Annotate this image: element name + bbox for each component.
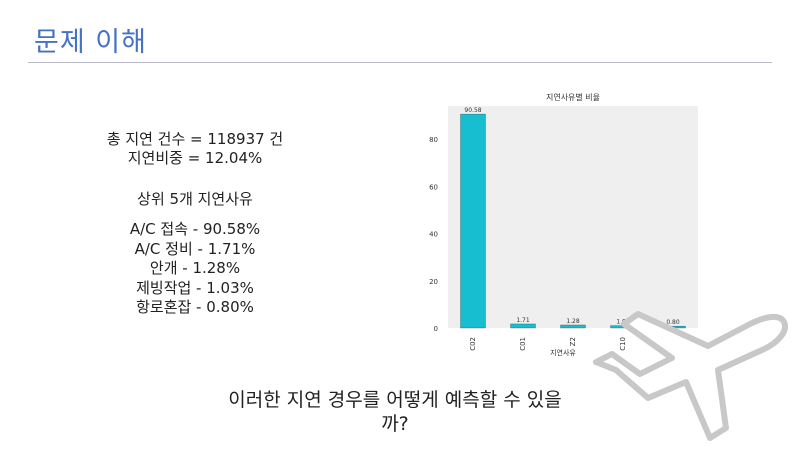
airplane-icon [593, 311, 788, 441]
total-delays-text: 총 지연 건수 = 118937 건 [106, 130, 284, 148]
x-tick-label: C02 [469, 337, 477, 351]
x-tick-label: C10 [619, 337, 627, 351]
reason-item: 안개 - 1.28% [149, 259, 241, 277]
delay-ratio-text: 지연비중 = 12.04% [127, 149, 263, 167]
data-label: 90.58 [464, 107, 481, 114]
delay-reason-chart: 지연사유별 비율02040608090.58C021.71C011.28Z21.… [420, 88, 710, 358]
reason-item: 항로혼잡 - 0.80% [136, 298, 254, 316]
plot-area [448, 106, 698, 328]
question-text: 이러한 지연 경우를 어떻게 예측할 수 있을 까? [190, 388, 600, 436]
y-tick-label: 80 [429, 136, 438, 144]
chart-title: 지연사유별 비율 [546, 92, 600, 102]
top-reasons-list: A/C 접속 - 90.58% A/C 정비 - 1.71% 안개 - 1.28… [80, 220, 310, 318]
question-line-2: 까? [381, 413, 409, 435]
data-label: 0.80 [666, 319, 680, 326]
x-tick-label: Z2 [569, 337, 577, 346]
bar-chart-svg: 지연사유별 비율02040608090.58C021.71C011.28Z21.… [429, 92, 698, 357]
bar [460, 113, 486, 329]
bar [510, 323, 536, 329]
title-divider [28, 62, 772, 63]
question-line-1: 이러한 지연 경우를 어떻게 예측할 수 있을 [228, 389, 562, 411]
reason-item: A/C 정비 - 1.71% [134, 239, 256, 258]
y-tick-label: 0 [434, 325, 438, 333]
reason-item: 제빙작업 - 1.03% [136, 278, 254, 297]
y-tick-label: 40 [429, 231, 438, 239]
slide-title: 문제 이해 [34, 27, 147, 58]
top-reasons-title: 상위 5개 지연사유 [137, 190, 253, 208]
data-label: 1.28 [566, 318, 580, 325]
delay-summary: 총 지연 건수 = 118937 건 지연비중 = 12.04% [80, 130, 310, 168]
x-tick-label: C01 [519, 337, 527, 351]
y-tick-label: 20 [429, 278, 438, 286]
y-tick-label: 60 [429, 183, 438, 191]
reason-item: A/C 접속 - 90.58% [129, 220, 261, 238]
data-label: 1.71 [516, 317, 530, 324]
bar [560, 324, 586, 329]
x-axis-label: 지연사유 [550, 348, 576, 357]
